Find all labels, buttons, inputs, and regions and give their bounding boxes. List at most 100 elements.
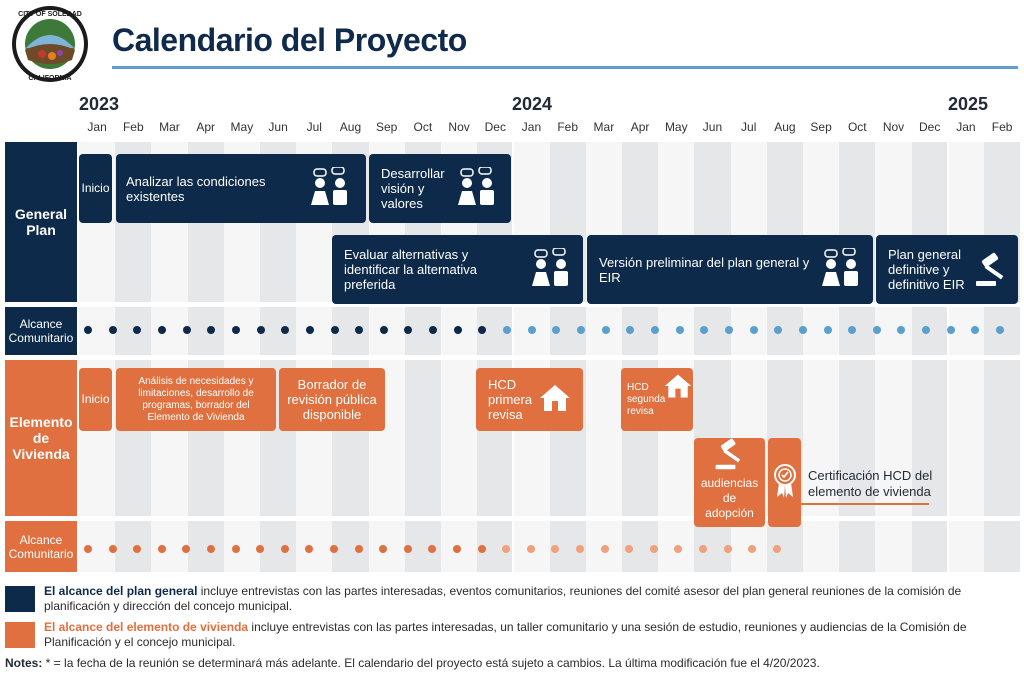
task-label: HCD primera revisa — [488, 377, 533, 422]
certification-label: Certificación HCD del elemento de vivien… — [808, 468, 933, 499]
outreach-dot — [182, 326, 191, 334]
notes-label: Notes: — [5, 656, 43, 670]
outreach-dot — [749, 326, 758, 334]
outreach-dot — [674, 545, 683, 553]
row-separator — [0, 516, 1024, 521]
outreach-dot — [231, 545, 240, 553]
outreach-dot — [798, 326, 807, 334]
outreach-dot — [157, 326, 166, 334]
task-gp-draft-plan-eir: Versión preliminar del plan general y EI… — [587, 235, 873, 304]
legend-housing-element: El alcance del elemento de vivienda incl… — [44, 620, 974, 650]
month-label: Feb — [557, 120, 579, 134]
he-outreach-dots — [0, 545, 1024, 555]
outreach-dot — [552, 326, 561, 334]
task-label: Evaluar alternativas y identificar la al… — [344, 247, 477, 292]
outreach-dot — [625, 545, 634, 553]
outreach-dot — [527, 326, 536, 334]
outreach-dot — [108, 545, 117, 553]
page-title: Calendario del Proyecto — [112, 22, 467, 58]
outreach-dot — [626, 326, 635, 334]
year-label-2025: 2025 — [948, 94, 989, 114]
outreach-dot — [774, 326, 783, 334]
outreach-dot — [922, 326, 931, 334]
outreach-dot — [699, 545, 707, 553]
notes-text: * = la fecha de la reunión se determinar… — [42, 656, 820, 670]
outreach-dot — [526, 545, 535, 553]
task-he-needs-analysis: Análisis de necesidades y limitaciones, … — [116, 368, 276, 431]
outreach-dot — [502, 545, 511, 553]
outreach-dot — [305, 326, 314, 334]
month-label: Nov — [448, 120, 470, 134]
year-divider — [512, 120, 515, 572]
task-he-public-review-draft: Borrador de revisión pública disponible — [279, 368, 385, 431]
outreach-dot — [133, 326, 142, 334]
outreach-dot — [354, 545, 363, 553]
month-label: Aug — [339, 120, 362, 134]
gavel-icon — [974, 248, 1014, 291]
row-label-text: General Plan — [14, 206, 68, 238]
outreach-dot — [823, 326, 832, 334]
row-label-housing-element: Elemento de Vivienda — [5, 360, 77, 516]
month-label: Mar — [593, 120, 615, 134]
outreach-dot — [207, 545, 215, 553]
outreach-dot — [84, 326, 92, 334]
outreach-dot — [996, 326, 1005, 334]
task-he-hcd-second-review: HCD segunda revisa — [621, 368, 693, 431]
task-gp-inicio: Inicio — [79, 154, 112, 223]
outreach-dot — [403, 545, 412, 553]
gavel-icon — [711, 436, 749, 476]
outreach-dot — [404, 326, 413, 334]
legend-text: incluye entrevistas con las partes inter… — [44, 584, 962, 613]
task-label: Analizar las condiciones existentes — [126, 173, 266, 204]
outreach-dot — [772, 545, 781, 553]
year-divider — [946, 120, 949, 572]
row-label-gp-outreach: Alcance Comunitario — [5, 307, 77, 355]
row-separator — [0, 355, 1024, 360]
month-label: Feb — [991, 120, 1013, 134]
outreach-dot — [897, 326, 906, 334]
row-label-text: Alcance Comunitario — [8, 532, 74, 561]
outreach-dot — [429, 326, 438, 334]
people-talking-icon — [306, 166, 356, 210]
month-label: May — [230, 120, 254, 134]
legend-swatch-housing-element — [5, 622, 35, 648]
notes: Notes: * = la fecha de la reunión se det… — [5, 656, 1005, 671]
month-label: Oct — [413, 120, 433, 134]
task-gp-final-plan-eir: Plan general definitive y definitivo EIR — [876, 235, 1018, 304]
title-underline — [112, 66, 1018, 69]
task-label: HCD segunda revisa — [627, 381, 666, 417]
year-label-2023: 2023 — [79, 94, 120, 114]
row-label-general-plan: General Plan — [5, 142, 77, 302]
month-label: Sep — [810, 120, 832, 134]
logo-text-top: CITY OF SOLEDAD — [18, 11, 82, 18]
outreach-dot — [723, 545, 732, 553]
month-label: Aug — [774, 120, 796, 134]
outreach-dot — [748, 545, 757, 553]
outreach-dot — [478, 326, 487, 334]
task-gp-alternatives: Evaluar alternativas y identificar la al… — [332, 235, 583, 304]
task-he-adoption-hearings: audiencias de adopción — [694, 438, 765, 527]
certification-underline — [801, 503, 929, 505]
month-label: May — [664, 120, 688, 134]
outreach-dot — [330, 545, 338, 553]
task-label: Análisis de necesidades y limitaciones, … — [138, 375, 254, 423]
outreach-dot — [700, 326, 709, 334]
outreach-dot — [649, 545, 658, 553]
month-label: Dec — [919, 120, 941, 134]
people-talking-icon — [453, 166, 503, 210]
task-label: Desarrollar visión y valores — [381, 166, 445, 211]
outreach-dot — [379, 545, 388, 553]
outreach-dot — [207, 326, 216, 334]
task-he-certification-marker — [768, 438, 801, 527]
month-label: Jul — [306, 120, 322, 134]
task-label: Inicio — [81, 181, 110, 195]
month-label: Jul — [741, 120, 757, 134]
task-label: Borrador de revisión pública disponible — [287, 377, 377, 422]
outreach-dot — [355, 326, 364, 334]
legend-general-plan: El alcance del plan general incluye entr… — [44, 584, 974, 614]
task-label: Plan general definitive y definitivo EIR — [888, 247, 965, 292]
month-label: Jun — [702, 120, 723, 134]
city-seal-logo: CITY OF SOLEDAD CALIFORNIA — [6, 4, 94, 84]
outreach-dot — [601, 326, 610, 334]
